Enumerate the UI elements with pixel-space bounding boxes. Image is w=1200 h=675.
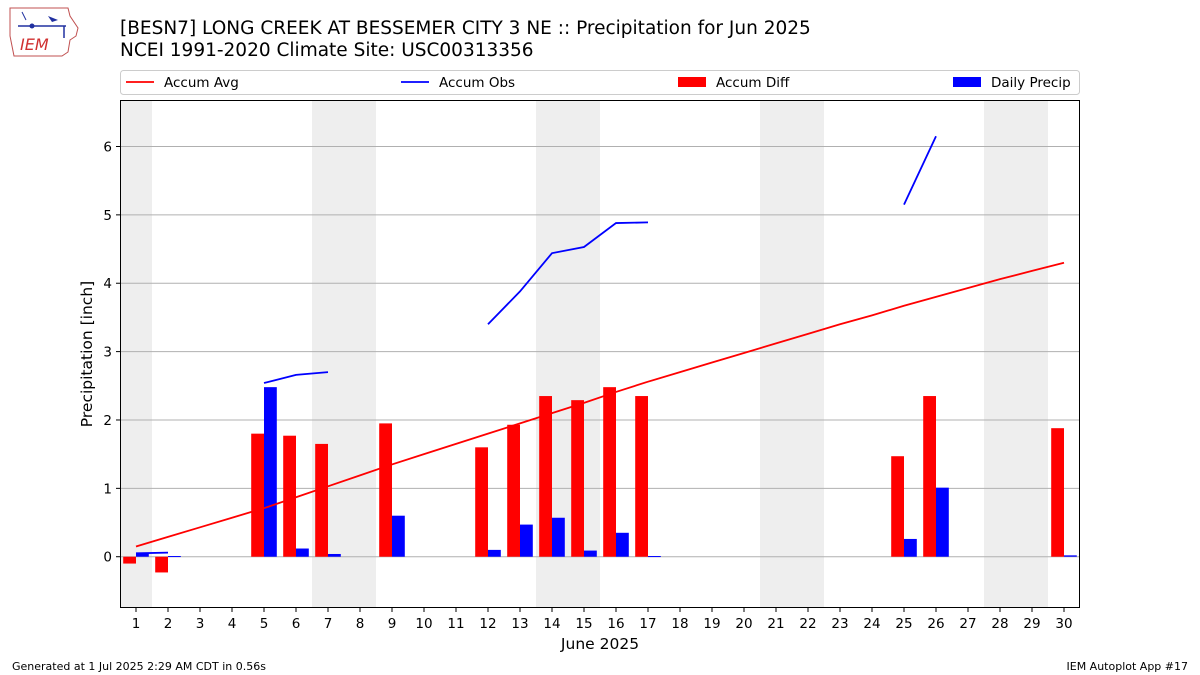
daily-precip-bar <box>392 515 405 557</box>
x-axis-label: June 2025 <box>560 635 639 653</box>
chart-subtitle: NCEI 1991-2020 Climate Site: USC00313356 <box>120 40 534 61</box>
daily-precip-bar <box>584 550 597 557</box>
x-tick-label: 12 <box>479 616 496 632</box>
accum-obs-line <box>903 135 937 205</box>
x-tick-label: 14 <box>543 616 560 632</box>
accum-diff-bar <box>315 443 328 557</box>
x-tick-label: 3 <box>196 616 205 632</box>
daily-precip-bar <box>616 532 629 557</box>
legend-accum-diff-label: Accum Diff <box>716 75 790 91</box>
accum-diff-bar <box>123 556 136 564</box>
accum-diff-bar <box>891 456 904 557</box>
x-tick-label: 6 <box>292 616 301 632</box>
x-tick-label: 20 <box>735 616 752 632</box>
x-tick-label: 8 <box>356 616 365 632</box>
daily-precip-bar <box>648 556 661 558</box>
daily-precip-bar <box>296 548 309 557</box>
x-tick-label: 27 <box>959 616 976 632</box>
daily-precip-bar <box>328 553 341 557</box>
x-tick-label: 10 <box>415 616 432 632</box>
x-tick-label: 13 <box>511 616 528 632</box>
accum-diff-bar <box>155 556 168 573</box>
accum-diff-bar <box>283 435 296 557</box>
x-tick-label: 24 <box>863 616 880 632</box>
daily-precip-bar <box>1064 555 1077 557</box>
x-tick-label: 23 <box>831 616 848 632</box>
x-tick-label: 28 <box>991 616 1008 632</box>
x-tick-label: 21 <box>767 616 784 632</box>
y-tick-label: 0 <box>103 550 112 566</box>
x-tick-label: 15 <box>575 616 592 632</box>
x-tick-label: 9 <box>388 616 397 632</box>
x-tick-label: 1 <box>132 616 141 632</box>
legend-box <box>120 70 1080 95</box>
weekend-band <box>760 100 824 608</box>
x-tick-label: 25 <box>895 616 912 632</box>
x-tick-label: 5 <box>260 616 269 632</box>
daily-precip-bar <box>520 524 533 557</box>
accum-diff-bar <box>635 396 648 557</box>
y-tick-label: 3 <box>103 345 112 361</box>
x-tick-label: 7 <box>324 616 333 632</box>
accum-obs-line <box>487 221 649 325</box>
daily-precip-bar <box>936 487 949 557</box>
x-tick-label: 16 <box>607 616 624 632</box>
accum-diff-bar <box>475 447 488 557</box>
legend-daily-precip-label: Daily Precip <box>991 75 1071 91</box>
generated-timestamp: Generated at 1 Jul 2025 2:29 AM CDT in 0… <box>12 660 266 673</box>
daily-precip-bar <box>136 553 149 557</box>
y-tick-label: 2 <box>103 413 112 429</box>
daily-precip-bar <box>488 549 501 557</box>
accum-diff-bar <box>251 433 264 557</box>
accum-obs-line <box>263 371 329 384</box>
accum-diff-bar <box>539 396 552 557</box>
y-tick-label: 1 <box>103 481 112 497</box>
accum-diff-bar <box>379 423 392 557</box>
x-tick-label: 26 <box>927 616 944 632</box>
x-tick-label: 30 <box>1055 616 1072 632</box>
daily-precip-bar <box>264 387 277 557</box>
y-tick-label: 5 <box>103 208 112 224</box>
legend-daily-precip-swatch <box>953 77 981 87</box>
logo-text: IEM <box>20 35 49 54</box>
weekend-band <box>984 100 1048 608</box>
y-axis-label: Precipitation [inch] <box>78 281 96 427</box>
legend-accum-avg-label: Accum Avg <box>164 75 239 91</box>
daily-precip-bar <box>168 556 181 558</box>
x-tick-label: 4 <box>228 616 237 632</box>
x-tick-label: 18 <box>671 616 688 632</box>
accum-obs-line <box>135 551 169 555</box>
daily-precip-bar <box>904 538 917 557</box>
plot-frame <box>120 100 1080 608</box>
iem-logo-icon: IEM <box>9 7 79 57</box>
x-tick-label: 19 <box>703 616 720 632</box>
x-tick-label: 29 <box>1023 616 1040 632</box>
accum-diff-bar <box>571 400 584 557</box>
autoplot-app-label: IEM Autoplot App #17 <box>1066 660 1189 673</box>
accum-diff-bar <box>923 396 936 557</box>
y-tick-label: 4 <box>103 276 112 292</box>
legend-accum-diff-swatch <box>678 77 706 87</box>
x-tick-label: 17 <box>639 616 656 632</box>
x-tick-label: 22 <box>799 616 816 632</box>
x-tick-label: 11 <box>447 616 464 632</box>
legend-accum-obs-label: Accum Obs <box>439 75 515 91</box>
accum-avg-line <box>135 261 1065 548</box>
y-tick-label: 6 <box>103 139 112 155</box>
chart-title: [BESN7] LONG CREEK AT BESSEMER CITY 3 NE… <box>120 18 811 39</box>
accum-diff-bar <box>1051 428 1064 557</box>
x-tick-label: 2 <box>164 616 173 632</box>
weekend-band <box>120 100 152 608</box>
daily-precip-bar <box>552 517 565 557</box>
accum-diff-bar <box>507 424 520 557</box>
accum-diff-bar <box>603 387 616 557</box>
